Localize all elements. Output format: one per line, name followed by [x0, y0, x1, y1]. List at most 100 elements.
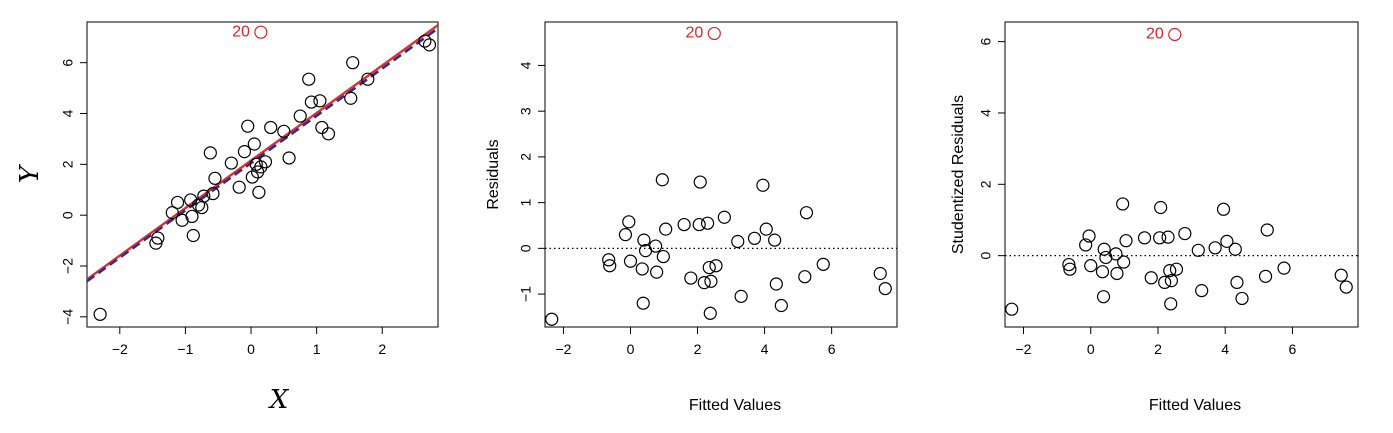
data-point: [816, 257, 830, 271]
data-point: [1169, 262, 1184, 276]
data-point: [1082, 229, 1096, 243]
x-tick-label: 6: [1289, 341, 1297, 357]
y-tick-label: 2: [60, 160, 76, 168]
data-point: [1163, 264, 1177, 278]
data-point: [545, 312, 559, 326]
data-point: [717, 210, 731, 224]
data-point: [1096, 290, 1111, 304]
data-point: [258, 155, 273, 169]
data-point: [185, 209, 199, 224]
data-point: [277, 124, 291, 138]
x-tick-label: 0: [247, 341, 255, 357]
data-point: [1063, 262, 1077, 276]
data-point: [247, 137, 261, 151]
plot-frame: [1004, 21, 1359, 328]
data-point: [1164, 274, 1179, 288]
data-point: [677, 217, 691, 232]
y-tick-label: 0: [978, 252, 994, 260]
data-point: [618, 228, 633, 242]
data-point: [692, 217, 706, 232]
data-point: [703, 306, 717, 320]
data-point: [1095, 265, 1110, 279]
panel-y-vs-x: −2 −1 0 1 2 −4 −2 0 2 4 6 X Y 20: [15, 21, 439, 415]
x-tick-label: −2: [1016, 341, 1032, 357]
y-tick-label: 0: [60, 211, 76, 219]
data-point: [756, 178, 770, 192]
data-point: [1220, 234, 1234, 248]
x-tick-label: 1: [313, 341, 321, 357]
data-point: [1062, 257, 1076, 272]
data-point: [1195, 284, 1209, 298]
data-point: [798, 270, 812, 284]
x-tick-label: −2: [112, 341, 128, 357]
data-point: [1216, 202, 1231, 216]
plot-frame: [544, 21, 898, 328]
data-point: [1005, 302, 1019, 316]
data-point: [1334, 268, 1348, 282]
x-axis-title: Fitted Values: [689, 397, 781, 414]
data-point: [1117, 255, 1131, 269]
data-point: [165, 206, 179, 220]
data-point: [1277, 261, 1291, 275]
data-point: [700, 216, 715, 230]
data-point: [203, 146, 217, 160]
data-point: [702, 260, 716, 275]
data-point: [197, 189, 211, 203]
y-tick-label: 4: [60, 109, 76, 117]
data-point: [659, 222, 673, 236]
x-tick-label: 0: [627, 341, 635, 357]
data-point: [418, 34, 432, 48]
x-tick-label: 6: [828, 341, 836, 357]
data-point: [622, 215, 636, 229]
data-point: [704, 274, 718, 288]
highlight-point: [254, 25, 268, 39]
highlight-point: [707, 26, 721, 41]
data-point: [1119, 234, 1133, 248]
y-tick-label: 4: [518, 61, 534, 69]
data-point: [1339, 280, 1353, 294]
data-point: [747, 231, 762, 245]
data-point: [252, 185, 266, 199]
data-point: [151, 231, 165, 245]
data-point: [186, 228, 200, 243]
data-point: [650, 265, 664, 279]
data-point: [304, 95, 318, 109]
data-point: [878, 281, 892, 296]
data-point: [759, 222, 773, 236]
data-point: [302, 72, 316, 86]
x-tick-label: 0: [1087, 341, 1095, 357]
data-point: [623, 254, 638, 268]
data-point: [208, 171, 222, 185]
data-point: [1137, 231, 1152, 245]
data-point: [206, 186, 220, 201]
data-point: [1116, 197, 1130, 211]
data-point: [361, 72, 375, 86]
highlight-point-label: 20: [1146, 26, 1164, 43]
data-point: [1178, 226, 1192, 241]
y-tick-label: 2: [978, 180, 994, 188]
data-point: [245, 170, 259, 184]
data-point: [1191, 243, 1205, 257]
data-point: [768, 233, 782, 247]
fit-line-dashed: [87, 27, 438, 283]
x-tick-label: 2: [694, 341, 702, 357]
data-point: [774, 298, 788, 313]
data-point: [655, 173, 669, 187]
data-point: [1258, 269, 1273, 283]
x-tick-label: −1: [177, 341, 193, 357]
y-tick-label: −1: [518, 286, 534, 302]
data-point: [1154, 200, 1168, 215]
data-point: [1153, 231, 1167, 245]
x-axis-title: X: [268, 385, 290, 415]
data-point: [731, 234, 745, 249]
data-point: [873, 266, 887, 281]
data-point: [195, 200, 209, 215]
y-axis-title: Y: [15, 163, 45, 183]
data-point: [709, 259, 723, 273]
data-point: [1097, 242, 1111, 256]
data-point: [636, 296, 650, 310]
x-axis-title: Fitted Values: [1149, 397, 1241, 414]
x-tick-label: 4: [761, 341, 769, 357]
data-point: [1161, 230, 1175, 244]
